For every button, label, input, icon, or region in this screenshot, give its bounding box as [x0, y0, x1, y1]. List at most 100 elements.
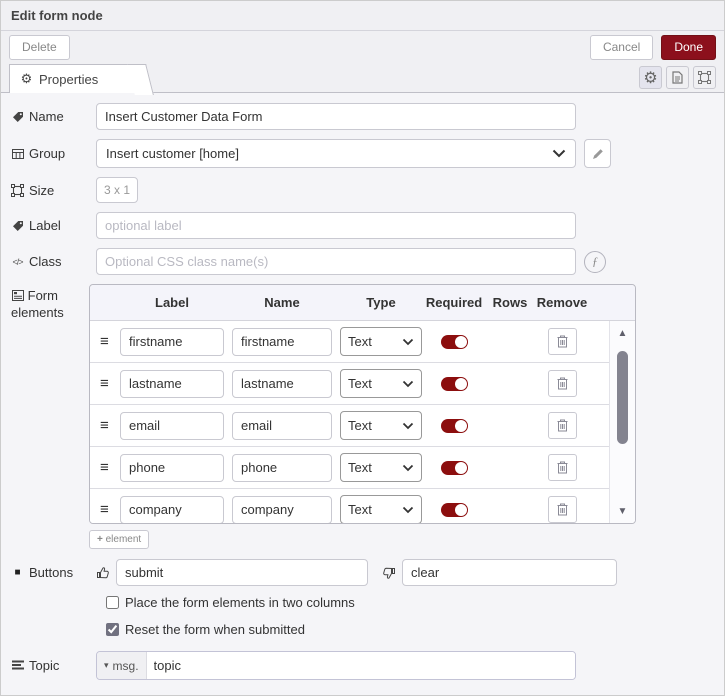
delete-element-button[interactable]	[547, 454, 577, 481]
form-elements-table: Label Name Type Required Rows Remove ≡ T…	[89, 284, 636, 524]
required-toggle[interactable]	[440, 502, 468, 517]
form-element-row: ≡ Text	[90, 321, 609, 363]
chevron-down-icon	[402, 380, 414, 388]
element-name-input[interactable]	[232, 453, 332, 482]
gear-icon: ⚙	[20, 71, 33, 86]
drag-handle-icon[interactable]: ≡	[100, 333, 109, 350]
element-label-input[interactable]	[120, 369, 224, 398]
delete-element-button[interactable]	[547, 412, 577, 439]
class-label: Class	[29, 254, 62, 269]
topic-row: Topic ▾ msg.	[11, 651, 714, 680]
element-type-select[interactable]: Text	[340, 327, 422, 356]
node-description-button[interactable]	[666, 66, 689, 89]
group-select[interactable]: Insert customer [home]	[96, 139, 576, 168]
form-elements-label-1: Form	[27, 288, 58, 303]
dynamic-class-button[interactable]: ƒ	[584, 250, 606, 273]
class-row: </> Class ƒ	[11, 248, 714, 275]
node-appearance-button[interactable]	[693, 66, 716, 89]
chevron-down-icon	[402, 464, 414, 472]
element-type-select[interactable]: Text	[340, 369, 422, 398]
trash-icon	[557, 503, 567, 516]
topic-type-select[interactable]: ▾ msg.	[97, 652, 147, 679]
clear-button-text-input[interactable]	[402, 559, 617, 586]
scroll-down-icon[interactable]: ▼	[617, 506, 628, 517]
tab-bar: ⚙ Properties ⚙	[1, 63, 724, 93]
chevron-down-icon	[402, 422, 414, 430]
required-toggle[interactable]	[440, 376, 468, 391]
size-row: Size 3 x 1	[11, 177, 714, 203]
dialog-header: Edit form node	[1, 1, 724, 31]
class-input[interactable]	[96, 248, 576, 275]
topic-label: Topic	[29, 658, 60, 673]
buttons-row: ■ Buttons	[11, 559, 714, 586]
topic-value-input[interactable]	[146, 652, 575, 679]
group-row: Group Insert customer [home]	[11, 139, 714, 168]
doc-icon	[672, 71, 683, 84]
col-header-type: Type	[366, 295, 396, 310]
plus-icon: +	[97, 534, 103, 545]
submit-button-text-input[interactable]	[116, 559, 368, 586]
delete-element-button[interactable]	[547, 328, 577, 355]
required-toggle[interactable]	[440, 334, 468, 349]
name-label: Name	[29, 109, 64, 124]
element-type-value: Text	[348, 460, 372, 475]
table-scrollbar[interactable]: ▲ ▼	[609, 321, 635, 523]
reset-form-checkbox[interactable]	[106, 623, 119, 636]
drag-handle-icon[interactable]: ≡	[100, 375, 109, 392]
element-type-value: Text	[348, 502, 372, 517]
frame-icon	[698, 71, 711, 84]
object-icon	[11, 183, 24, 197]
name-row: Name	[11, 103, 714, 130]
delete-element-button[interactable]	[547, 370, 577, 397]
col-header-rows: Rows	[492, 295, 528, 310]
form-elements-row: Form elements Label Name Type Required R…	[11, 284, 714, 524]
properties-panel: Name Group Insert customer [home] Size 3…	[1, 93, 724, 680]
topic-typed-input: ▾ msg.	[96, 651, 576, 680]
element-label-input[interactable]	[120, 411, 224, 440]
label-input[interactable]	[96, 212, 576, 239]
element-name-input[interactable]	[232, 411, 332, 440]
done-button[interactable]: Done	[661, 34, 716, 60]
name-input[interactable]	[96, 103, 576, 130]
form-elements-rows: ≡ Text ≡ Text	[90, 321, 609, 523]
drag-handle-icon[interactable]: ≡	[100, 501, 109, 518]
element-type-select[interactable]: Text	[340, 411, 422, 440]
size-button[interactable]: 3 x 1	[96, 177, 138, 203]
tag-icon	[11, 220, 24, 232]
scroll-up-icon[interactable]: ▲	[617, 328, 628, 339]
drag-handle-icon[interactable]: ≡	[100, 459, 109, 476]
element-type-select[interactable]: Text	[340, 453, 422, 482]
required-toggle[interactable]	[440, 460, 468, 475]
drag-handle-icon[interactable]: ≡	[100, 417, 109, 434]
form-element-row: ≡ Text	[90, 489, 609, 523]
tab-properties[interactable]: ⚙ Properties	[9, 64, 141, 93]
edit-group-button[interactable]	[584, 139, 611, 168]
edit-properties-button[interactable]: ⚙	[639, 66, 662, 89]
col-header-required: Required	[425, 295, 483, 310]
label-label: Label	[29, 218, 61, 233]
add-element-button[interactable]: + element	[89, 530, 150, 549]
chevron-down-icon	[552, 149, 566, 158]
square-icon: ■	[14, 567, 21, 578]
delete-element-button[interactable]	[547, 496, 577, 523]
cancel-button[interactable]: Cancel	[589, 34, 654, 60]
scrollbar-thumb[interactable]	[617, 351, 628, 444]
element-label-input[interactable]	[120, 495, 224, 523]
required-toggle[interactable]	[440, 418, 468, 433]
chevron-down-icon	[402, 506, 414, 514]
trash-icon	[557, 377, 567, 390]
topic-type-value: msg.	[112, 658, 139, 673]
element-name-input[interactable]	[232, 327, 332, 356]
element-type-select[interactable]: Text	[340, 495, 422, 523]
delete-button[interactable]: Delete	[9, 34, 70, 60]
pencil-icon	[592, 148, 603, 159]
tag-icon	[11, 111, 24, 123]
element-type-value: Text	[348, 334, 372, 349]
element-label-input[interactable]	[120, 453, 224, 482]
element-name-input[interactable]	[232, 369, 332, 398]
label-row: Label	[11, 212, 714, 239]
element-label-input[interactable]	[120, 327, 224, 356]
two-columns-checkbox[interactable]	[106, 596, 119, 609]
chevron-down-icon	[402, 338, 414, 346]
element-name-input[interactable]	[232, 495, 332, 523]
